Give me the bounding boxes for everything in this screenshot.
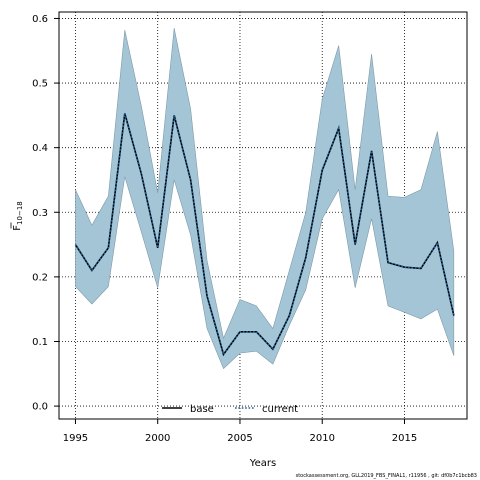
x-tick-label: 2015 <box>392 433 417 444</box>
y-axis-title: F10−18 <box>10 201 24 231</box>
y-tick-label: 0.1 <box>32 337 48 348</box>
y-tick-label: 0.4 <box>32 143 48 154</box>
y-tick-label: 0.5 <box>32 79 48 90</box>
x-tick-label: 2010 <box>309 433 334 444</box>
x-tick-label: 2000 <box>145 433 170 444</box>
legend-current-label: current <box>262 404 298 415</box>
y-tick-label: 0.6 <box>32 14 48 25</box>
footnote: stockassessment.org, GLL2019_FBS_FINAL1,… <box>296 473 477 479</box>
x-axis: 1995 2000 2005 2010 2015 <box>63 419 417 444</box>
plot-frame <box>58 11 468 420</box>
y-axis: 0.0 0.1 0.2 0.3 0.4 0.5 0.6 <box>32 14 59 413</box>
y-tick-label: 0.3 <box>32 208 48 219</box>
confidence-band <box>75 28 455 370</box>
series-current-line <box>74 113 455 357</box>
y-tick-label: 0.0 <box>32 402 48 413</box>
y-axis-title-subscript: 10−18 <box>16 201 24 225</box>
x-tick-label: 2005 <box>227 433 252 444</box>
y-tick-label: 0.2 <box>32 272 48 283</box>
x-tick-label: 1995 <box>63 433 88 444</box>
svg-text:F10−18: F10−18 <box>12 201 24 230</box>
legend: base current <box>162 404 298 415</box>
x-axis-title: Years <box>249 458 276 469</box>
y-axis-title-main: F <box>12 225 23 231</box>
legend-base-label: base <box>190 404 214 415</box>
